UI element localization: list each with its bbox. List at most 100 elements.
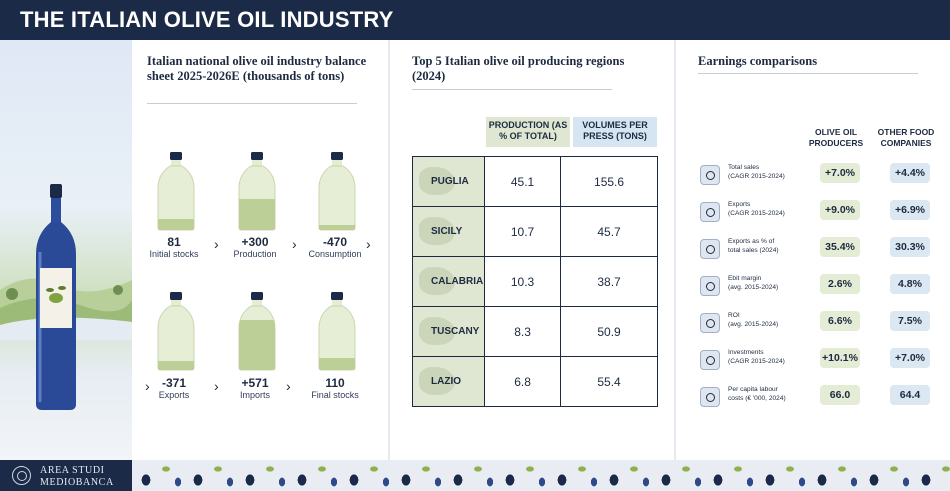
table-row: TUSCANY 8.3 50.9 xyxy=(412,306,658,357)
olive-oil-value: +7.0% xyxy=(820,163,860,183)
production-pct-header: PRODUCTION (AS % OF TOTAL) xyxy=(486,117,570,147)
initial-stocks-value: 81 xyxy=(167,235,181,249)
region-production-pct: 8.3 xyxy=(483,306,562,357)
olive-oil-value: 66.0 xyxy=(820,385,860,405)
region-volume: 50.9 xyxy=(560,306,658,357)
brand-line-2: MEDIOBANCA xyxy=(40,477,114,488)
production-value: +300 xyxy=(241,235,269,249)
chevron-right-icon: › xyxy=(292,236,297,252)
balance-title: Italian national olive oil industry bala… xyxy=(147,54,367,83)
olive-oil-value: 35.4% xyxy=(820,237,860,257)
table-row: PUGLIA 45.1 155.6 xyxy=(412,156,658,207)
region-production-pct: 45.1 xyxy=(483,156,562,207)
olive-pattern xyxy=(132,460,950,491)
final-stocks-value: 110 xyxy=(325,376,345,390)
olive-oil-value: 2.6% xyxy=(820,274,860,294)
production-label: Production xyxy=(233,249,277,259)
olive-oil-value: 6.6% xyxy=(820,311,860,331)
olive-oil-bottle-icon xyxy=(36,184,76,410)
region-production-pct: 10.3 xyxy=(483,256,562,307)
globe-icon xyxy=(700,202,720,222)
other-food-companies-header: OTHER FOOD COMPANIES xyxy=(877,127,935,148)
other-food-value: +4.4% xyxy=(890,163,930,183)
earnings-metric-label: Investments (CAGR 2015-2024) xyxy=(728,349,785,365)
brand-line-1: AREA STUDI xyxy=(40,465,105,476)
imports-value: +571 xyxy=(241,376,269,390)
factory-icon xyxy=(700,350,720,370)
earnings-metric-label: ROI (avg. 2015-2024) xyxy=(728,312,779,328)
oil-bottle-icon xyxy=(238,292,276,371)
earnings-metric-label: Exports as % of total sales (2024) xyxy=(728,238,779,254)
chevron-right-icon: › xyxy=(366,236,371,252)
consumption-value: -470 xyxy=(322,235,348,249)
regions-table: PUGLIA 45.1 155.6 SICILY 10.7 45.7 CALABRIA 10.… xyxy=(412,156,658,407)
earnings-row: Exports (CAGR 2015-2024) +9.0% +6.9% xyxy=(696,199,936,225)
chevron-right-icon: › xyxy=(214,236,219,252)
other-food-value: +6.9% xyxy=(890,200,930,220)
earnings-metric-label: Total sales (CAGR 2015-2024) xyxy=(728,164,785,180)
hero-illustration xyxy=(0,40,132,460)
region-volume: 55.4 xyxy=(560,356,658,407)
region-map-icon xyxy=(419,317,455,345)
olive-oil-producers-header: OLIVE OIL PRODUCERS xyxy=(808,127,864,148)
cycle-icon xyxy=(700,313,720,333)
bar-chart-icon xyxy=(700,165,720,185)
initial-stocks-label: Initial stocks xyxy=(149,249,199,259)
footer: AREA STUDI MEDIOBANCA xyxy=(0,460,950,491)
region-name: LAZIO xyxy=(412,356,485,407)
region-name: CALABRIA xyxy=(412,256,485,307)
other-food-value: 64.4 xyxy=(890,385,930,405)
region-volume: 155.6 xyxy=(560,156,658,207)
other-food-value: 7.5% xyxy=(890,311,930,331)
region-map-icon xyxy=(419,217,455,245)
chevron-right-icon: › xyxy=(286,378,291,394)
other-food-value: 4.8% xyxy=(890,274,930,294)
earnings-metric-label: Exports (CAGR 2015-2024) xyxy=(728,201,785,217)
region-name: TUSCANY xyxy=(412,306,485,357)
earnings-metric-label: Ebit margin (avg. 2015-2024) xyxy=(728,275,779,291)
oil-bottle-icon xyxy=(318,152,356,231)
coins-icon xyxy=(700,276,720,296)
region-name: PUGLIA xyxy=(412,156,485,207)
olive-oil-value: +9.0% xyxy=(820,200,860,220)
header-bar: THE ITALIAN OLIVE OIL INDUSTRY xyxy=(0,0,950,40)
region-map-icon xyxy=(419,167,455,195)
workers-icon xyxy=(700,387,720,407)
other-food-value: 30.3% xyxy=(890,237,930,257)
final-stocks-label: Final stocks xyxy=(311,390,359,400)
oil-bottle-icon xyxy=(157,152,195,231)
table-row: SICILY 10.7 45.7 xyxy=(412,206,658,257)
imports-label: Imports xyxy=(239,390,270,400)
table-row: LAZIO 6.8 55.4 xyxy=(412,356,658,407)
chevron-right-icon: › xyxy=(214,378,219,394)
earnings-row: Total sales (CAGR 2015-2024) +7.0% +4.4% xyxy=(696,162,936,188)
region-production-pct: 6.8 xyxy=(483,356,562,407)
olive-oil-value: +10.1% xyxy=(820,348,860,368)
consumption-label: Consumption xyxy=(308,249,362,259)
region-production-pct: 10.7 xyxy=(483,206,562,257)
earnings-row: Exports as % of total sales (2024) 35.4% 30… xyxy=(696,236,936,262)
exports-label: Exports xyxy=(158,390,190,400)
page-title: THE ITALIAN OLIVE OIL INDUSTRY xyxy=(20,7,394,32)
table-row: CALABRIA 10.3 38.7 xyxy=(412,256,658,307)
oil-bottle-icon xyxy=(238,152,276,231)
oil-bottle-icon xyxy=(318,292,356,371)
earnings-metric-label: Per capita labour costs (€ '000, 2024) xyxy=(728,386,786,402)
volumes-header: VOLUMES PER PRESS (TONS) xyxy=(573,117,657,147)
chevron-right-icon: › xyxy=(145,378,150,394)
earnings-title: Earnings comparisons xyxy=(698,54,818,68)
region-volume: 38.7 xyxy=(560,256,658,307)
other-food-value: +7.0% xyxy=(890,348,930,368)
seal-icon xyxy=(12,466,31,485)
region-map-icon xyxy=(419,367,455,395)
exports-value: -371 xyxy=(161,376,187,390)
balance-sheet-panel: Italian national olive oil industry bala… xyxy=(132,40,388,460)
earnings-row: Per capita labour costs (€ '000, 2024) 66.… xyxy=(696,384,936,410)
earnings-row: Investments (CAGR 2015-2024) +10.1% +7.0% xyxy=(696,347,936,373)
region-name: SICILY xyxy=(412,206,485,257)
globe-arrow-icon xyxy=(700,239,720,259)
region-volume: 45.7 xyxy=(560,206,658,257)
region-map-icon xyxy=(419,267,455,295)
earnings-row: ROI (avg. 2015-2024) 6.6% 7.5% xyxy=(696,310,936,336)
regions-title: Top 5 Italian olive oil producing region… xyxy=(412,54,625,83)
